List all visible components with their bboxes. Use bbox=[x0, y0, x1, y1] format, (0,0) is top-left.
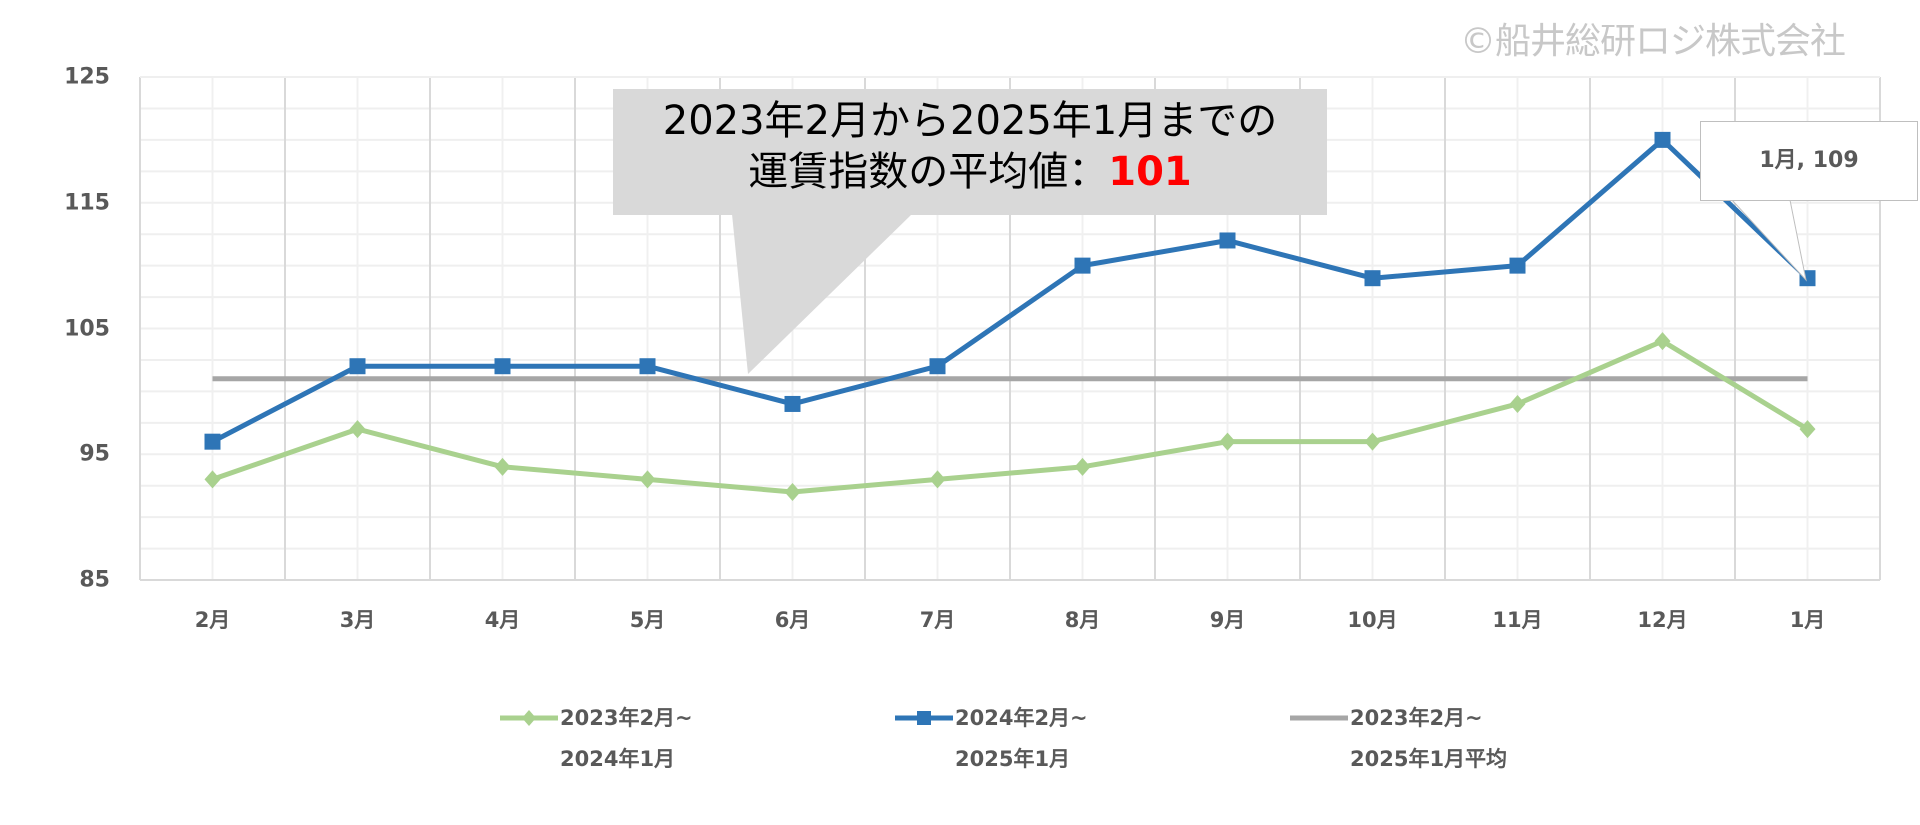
square-marker-icon bbox=[204, 433, 221, 450]
legend-item-2023[interactable]: 2023年2月~ 2024年1月 bbox=[500, 698, 693, 780]
x-tick-label: 7月 bbox=[919, 608, 956, 632]
x-tick-label: 9月 bbox=[1209, 608, 1246, 632]
y-tick-label: 125 bbox=[64, 64, 110, 90]
square-marker-icon bbox=[1509, 257, 1526, 274]
x-tick-label: 2月 bbox=[194, 608, 231, 632]
diamond-marker-icon bbox=[1364, 432, 1381, 451]
square-marker-icon bbox=[1219, 232, 1236, 249]
series-markers bbox=[204, 131, 1816, 501]
x-tick-label: 5月 bbox=[629, 608, 666, 632]
average-value: 101 bbox=[1108, 149, 1192, 195]
legend-label-line2: 2024年1月 bbox=[560, 747, 676, 771]
diamond-marker-icon bbox=[494, 457, 511, 476]
diamond-marker-icon bbox=[1219, 432, 1236, 451]
series-line bbox=[211, 137, 1810, 444]
callout-line2: 運賃指数の平均値：101 bbox=[613, 147, 1327, 198]
diamond-marker-icon bbox=[500, 710, 558, 726]
diamond-marker-icon bbox=[929, 470, 946, 489]
square-marker-icon bbox=[1654, 131, 1671, 148]
legend-label-line2: 2025年1月平均 bbox=[1350, 747, 1508, 771]
legend-item-average[interactable]: 2023年2月~ 2025年1月平均 bbox=[1290, 698, 1508, 780]
copyright-watermark: ©船井総研ロジ株式会社 bbox=[1459, 21, 1846, 62]
line-marker-icon bbox=[1290, 715, 1348, 721]
callout-line1: 2023年2月から2025年1月までの bbox=[662, 98, 1278, 144]
legend-label-line1: 2023年2月~ bbox=[1350, 706, 1483, 730]
x-tick-label: 4月 bbox=[484, 608, 521, 632]
x-tick-label: 11月 bbox=[1492, 608, 1543, 632]
data-label-jan: 1月, 109 bbox=[1700, 121, 1918, 201]
square-marker-icon bbox=[784, 395, 801, 412]
square-marker-icon bbox=[1364, 270, 1381, 287]
y-tick-label: 95 bbox=[79, 441, 110, 467]
average-callout: 2023年2月から2025年1月までの 運賃指数の平均値：101 bbox=[613, 89, 1327, 215]
data-label-pointer bbox=[1730, 199, 1807, 282]
diamond-marker-icon bbox=[1799, 420, 1816, 439]
diamond-marker-icon bbox=[204, 470, 221, 489]
x-tick-label: 8月 bbox=[1064, 608, 1101, 632]
legend-item-2024[interactable]: 2024年2月~ 2025年1月 bbox=[895, 698, 1088, 780]
square-marker-icon bbox=[929, 358, 946, 375]
square-marker-icon bbox=[895, 711, 953, 725]
series-lines bbox=[211, 137, 1810, 495]
legend-label-line1: 2023年2月~ bbox=[560, 706, 693, 730]
y-tick-label: 115 bbox=[64, 190, 110, 216]
legend-label-line2: 2025年1月 bbox=[955, 747, 1071, 771]
y-tick-label: 105 bbox=[64, 316, 110, 341]
y-tick-label: 85 bbox=[79, 567, 110, 593]
callout-line2-prefix: 運賃指数の平均値： bbox=[748, 149, 1109, 195]
x-tick-label: 12月 bbox=[1637, 608, 1688, 632]
series-line bbox=[211, 338, 1809, 495]
square-marker-icon bbox=[494, 358, 511, 375]
x-tick-label: 10月 bbox=[1347, 608, 1398, 632]
x-tick-label: 3月 bbox=[339, 608, 376, 632]
legend-label-line1: 2024年2月~ bbox=[955, 706, 1088, 730]
diamond-marker-icon bbox=[1654, 332, 1671, 351]
diamond-marker-icon bbox=[1509, 394, 1526, 413]
square-marker-icon bbox=[349, 358, 366, 375]
diamond-marker-icon bbox=[1074, 457, 1091, 476]
x-tick-label: 1月 bbox=[1789, 608, 1826, 632]
diamond-marker-icon bbox=[349, 420, 366, 439]
callout-pointer bbox=[732, 214, 912, 374]
square-marker-icon bbox=[639, 358, 656, 375]
diamond-marker-icon bbox=[784, 482, 801, 501]
square-marker-icon bbox=[1074, 257, 1091, 274]
diamond-marker-icon bbox=[639, 470, 656, 489]
x-tick-label: 6月 bbox=[774, 608, 811, 632]
